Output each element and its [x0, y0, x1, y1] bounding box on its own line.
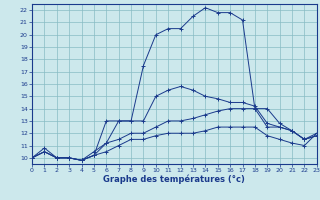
X-axis label: Graphe des températures (°c): Graphe des températures (°c) [103, 175, 245, 184]
